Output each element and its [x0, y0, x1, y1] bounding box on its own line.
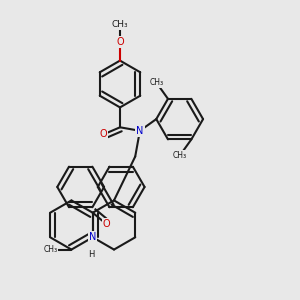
Text: O: O — [116, 37, 124, 47]
Text: N: N — [89, 232, 96, 242]
Text: CH₃: CH₃ — [43, 245, 57, 254]
Text: CH₃: CH₃ — [149, 78, 163, 87]
Text: CH₃: CH₃ — [172, 151, 187, 160]
Text: H: H — [88, 250, 95, 259]
Text: O: O — [100, 129, 107, 139]
Text: O: O — [103, 219, 111, 230]
Text: N: N — [136, 126, 144, 136]
Text: CH₃: CH₃ — [112, 20, 128, 29]
